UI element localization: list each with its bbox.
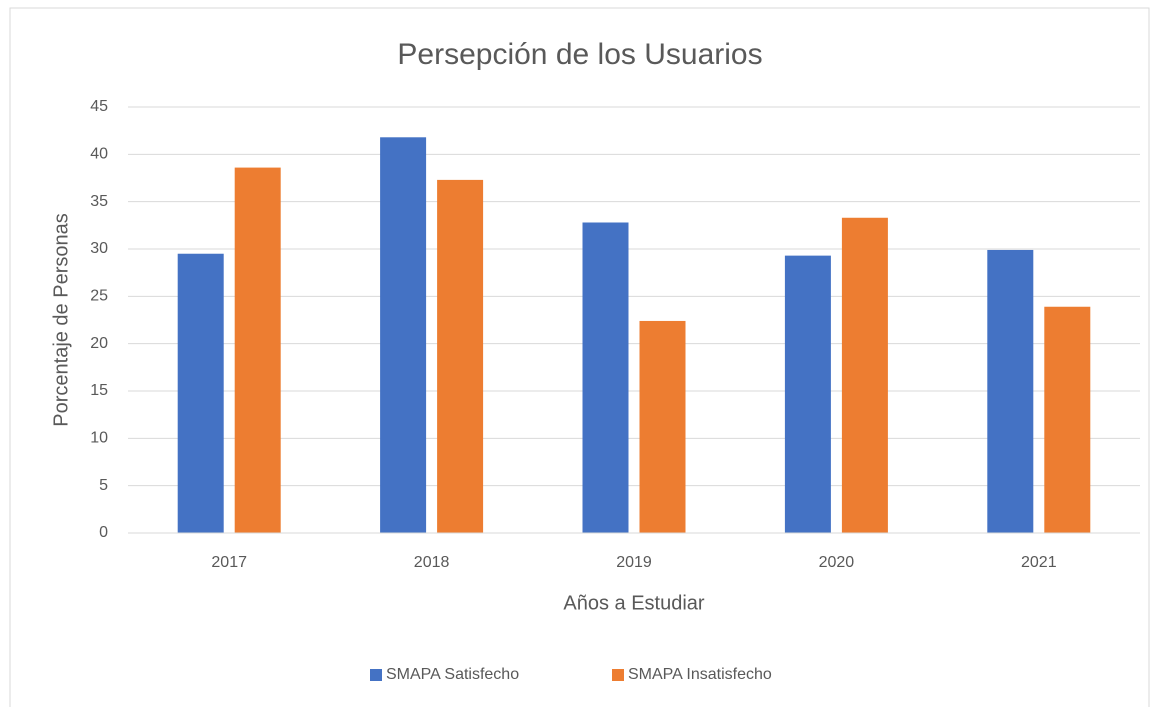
bar: [784, 255, 831, 534]
y-tick-label: 5: [99, 477, 108, 494]
bar: [234, 167, 281, 533]
bar: [437, 179, 484, 534]
bar: [1044, 306, 1091, 533]
x-tick-label: 2020: [819, 554, 855, 571]
bar: [177, 253, 224, 533]
x-tick-label: 2017: [211, 554, 247, 571]
y-tick-label: 25: [90, 288, 108, 305]
legend-label: SMAPA Insatisfecho: [628, 666, 772, 683]
x-tick-label: 2021: [1021, 554, 1057, 571]
y-tick-label: 40: [90, 146, 108, 163]
y-tick-label: 45: [90, 98, 108, 115]
y-tick-label: 30: [90, 240, 108, 257]
y-axis-title: Porcentaje de Personas: [50, 213, 72, 426]
y-tick-label: 0: [99, 524, 108, 541]
y-tick-label: 20: [90, 335, 108, 352]
y-tick-label: 35: [90, 193, 108, 210]
bar: [987, 249, 1034, 534]
x-tick-label: 2019: [616, 554, 652, 571]
bar: [639, 320, 686, 533]
bar: [380, 137, 427, 533]
legend-swatch: [370, 669, 382, 681]
bar: [841, 217, 888, 533]
x-axis-title: Años a Estudiar: [563, 592, 705, 614]
chart-title: Persepción de los Usuarios: [397, 38, 762, 71]
legend-label: SMAPA Satisfecho: [386, 666, 519, 683]
y-tick-label: 10: [90, 430, 108, 447]
y-tick-label: 15: [90, 382, 108, 399]
x-tick-label: 2018: [414, 554, 450, 571]
bar: [582, 222, 629, 533]
legend-swatch: [612, 669, 624, 681]
